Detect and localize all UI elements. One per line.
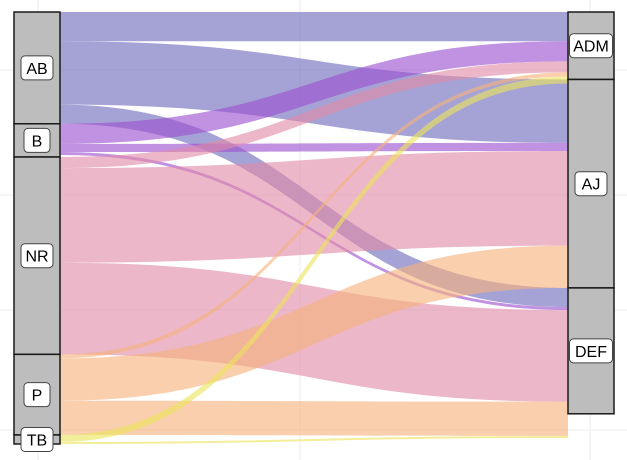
- label-box: [23, 127, 51, 153]
- stratum-labels: AB B NR P TB ADM AJ DEF: [20, 33, 613, 452]
- flow-layer: [60, 12, 568, 444]
- flow-tb-to-adm: [60, 76, 568, 442]
- stratum-label-text: TB: [27, 432, 47, 449]
- stratum-label-p: P: [23, 382, 51, 408]
- label-box: [23, 382, 51, 408]
- flow-nr-to-aj: [60, 150, 568, 263]
- stratum-label-text: B: [32, 133, 43, 150]
- label-box: [574, 171, 608, 197]
- stratum-label-text: AB: [26, 61, 47, 78]
- stratum-label-ab: AB: [20, 55, 54, 81]
- flow-p-to-adm: [60, 72, 568, 359]
- flow-tb-to-def: [60, 435, 568, 444]
- stratum-label-text: NR: [25, 249, 48, 266]
- stratum-label-def: DEF: [569, 338, 613, 364]
- stratum-label-tb: TB: [20, 426, 54, 452]
- flow-p-to-def: [60, 400, 568, 436]
- stratum-label-nr: NR: [20, 243, 54, 269]
- flow-p-to-aj: [60, 245, 568, 401]
- label-box: [20, 426, 54, 452]
- stratum-label-text: P: [32, 388, 43, 405]
- stratum-label-aj: AJ: [574, 171, 608, 197]
- label-box: [569, 338, 613, 364]
- label-box: [20, 243, 54, 269]
- flow-ab-to-adm: [60, 12, 568, 42]
- stratum-label-text: DEF: [575, 344, 607, 361]
- stratum-label-adm: ADM: [569, 33, 613, 59]
- label-box: [20, 55, 54, 81]
- stratum-label-text: ADM: [573, 39, 609, 56]
- flow-nr-to-adm: [60, 61, 568, 169]
- label-box: [569, 33, 613, 59]
- stratum-label-text: AJ: [582, 177, 601, 194]
- flow-b-to-aj: [60, 142, 568, 152]
- stratum-label-b: B: [23, 127, 51, 153]
- flow-b-to-adm: [60, 41, 568, 144]
